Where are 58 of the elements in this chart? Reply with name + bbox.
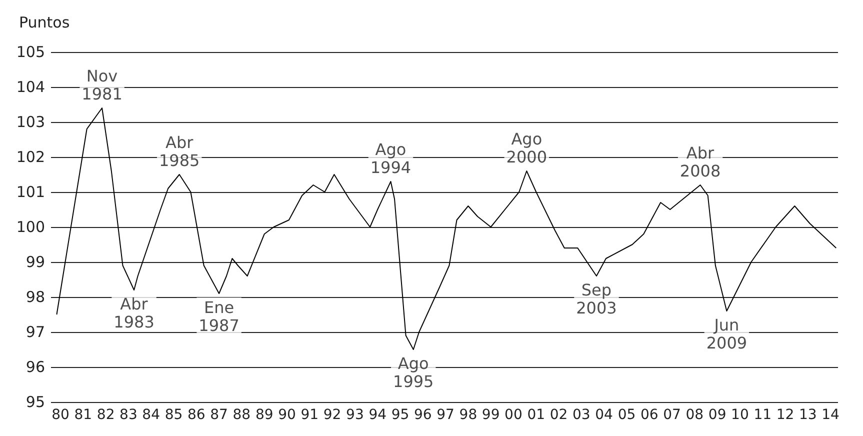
annotation: Ago 1995 bbox=[393, 354, 434, 391]
x-tick-label: 89 bbox=[255, 407, 274, 423]
x-tick-label: 87 bbox=[210, 407, 228, 423]
x-tick-label: 86 bbox=[187, 407, 206, 423]
annotation: Ago 2000 bbox=[506, 130, 548, 166]
x-tick-label: 13 bbox=[799, 407, 817, 423]
x-tick-label: 00 bbox=[504, 407, 522, 423]
x-tick-label: 94 bbox=[368, 407, 387, 423]
y-tick-label: 97 bbox=[26, 323, 45, 341]
annotation: Ago 1994 bbox=[370, 140, 412, 177]
y-tick-label: 100 bbox=[16, 218, 45, 236]
x-tick-label: 12 bbox=[776, 407, 794, 423]
x-tick-label: 05 bbox=[618, 407, 636, 423]
x-tick-label: 84 bbox=[142, 407, 160, 423]
y-tick-label: 96 bbox=[26, 358, 45, 376]
x-tick-label: 91 bbox=[300, 407, 319, 423]
x-tick-label: 02 bbox=[550, 407, 568, 423]
x-tick-label: 93 bbox=[346, 407, 364, 423]
x-tick-label: 88 bbox=[232, 407, 251, 423]
annotation: Abr 2008 bbox=[680, 144, 721, 180]
annotation: Ene 1987 bbox=[198, 298, 240, 335]
x-tick-label: 06 bbox=[640, 407, 658, 423]
annotation: Abr 1985 bbox=[158, 133, 200, 170]
x-tick-label: 95 bbox=[391, 407, 410, 423]
line-series bbox=[56, 108, 837, 350]
y-tick-label: 105 bbox=[16, 43, 45, 61]
annotation: Sep 2003 bbox=[576, 280, 617, 318]
y-tick-label: 103 bbox=[16, 113, 45, 131]
y-tick-label: 104 bbox=[16, 78, 45, 96]
y-axis-title: Puntos bbox=[19, 14, 70, 32]
x-tick-label: 80 bbox=[52, 407, 70, 423]
x-tick-label: 99 bbox=[482, 407, 500, 423]
x-tick-label: 92 bbox=[323, 407, 342, 423]
annotation: Nov 1981 bbox=[82, 66, 122, 104]
y-tick-label: 101 bbox=[16, 183, 45, 201]
x-tick-label: 97 bbox=[436, 407, 454, 423]
x-tick-label: 01 bbox=[527, 407, 546, 423]
x-tick-label: 08 bbox=[686, 407, 704, 423]
x-tick-label: 03 bbox=[572, 407, 590, 423]
x-tick-label: 09 bbox=[708, 407, 726, 423]
y-tick-label: 95 bbox=[26, 393, 45, 411]
x-tick-label: 82 bbox=[96, 407, 115, 423]
y-tick-label: 98 bbox=[26, 288, 45, 306]
x-tick-label: 14 bbox=[822, 407, 840, 423]
y-tick-label: 99 bbox=[26, 253, 45, 271]
x-tick-label: 83 bbox=[120, 407, 138, 423]
annotation: Jun 2009 bbox=[706, 316, 748, 352]
x-tick-label: 07 bbox=[663, 407, 681, 423]
x-tick-label: 04 bbox=[595, 407, 614, 423]
x-tick-label: 10 bbox=[731, 407, 749, 423]
x-tick-label: 85 bbox=[164, 407, 183, 423]
x-tick-label: 11 bbox=[754, 407, 772, 423]
x-tick-label: 81 bbox=[74, 407, 92, 423]
y-tick-label: 102 bbox=[16, 148, 45, 166]
x-tick-label: 98 bbox=[459, 407, 478, 423]
x-tick-label: 96 bbox=[414, 407, 432, 423]
annotation: Abr 1983 bbox=[114, 294, 154, 332]
x-tick-label: 90 bbox=[278, 407, 296, 423]
